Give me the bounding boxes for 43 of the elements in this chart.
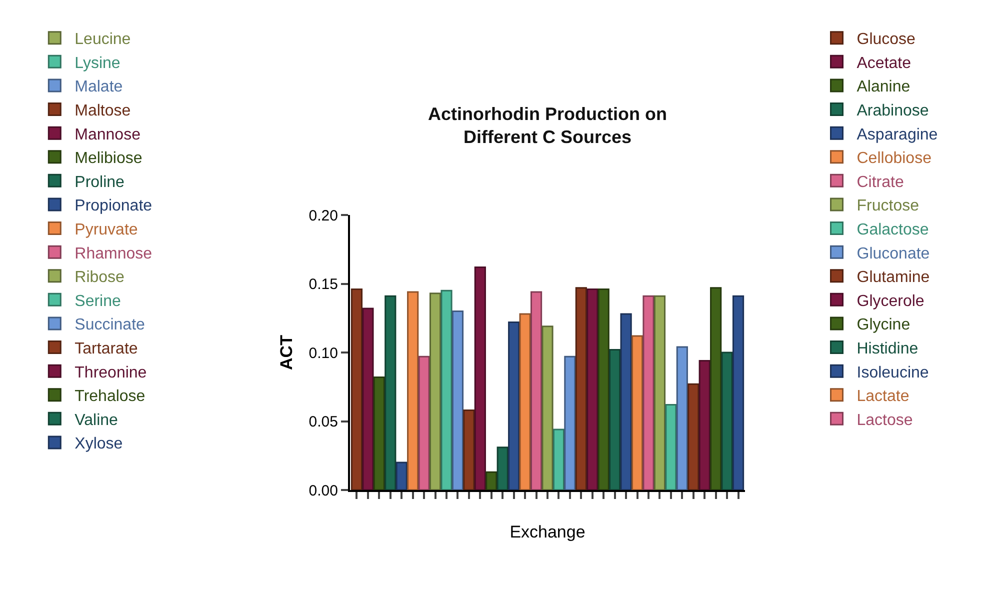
legend-label: Acetate [856,54,912,72]
y-axis-title: ACT [276,334,296,370]
legend-label: Serine [74,292,121,310]
y-tick-label: 0.15 [308,276,338,293]
legend-label: Histidine [856,340,918,358]
legend-label: Mannose [74,126,141,144]
legend-label: Glutamine [856,269,930,286]
legend-label: Threonine [74,364,147,382]
legend-label: Alanine [856,78,910,96]
legend-label: Glycerole [856,292,924,310]
legend-label: Rhamnose [74,245,152,262]
legend-label: Glycine [856,316,910,334]
legend-label: Pyruvate [74,222,138,239]
y-tick-label: 0.20 [308,207,338,224]
legend-label: Proline [74,174,125,191]
legend-label: Isoleucine [856,364,929,382]
legend-label: Maltose [74,102,131,120]
legend-label: Galactose [856,222,929,239]
chart-title: Actinorhodin Production on Different C Sources [428,104,667,148]
y-tick-label: 0.05 [308,414,338,430]
y-tick-label: 0.10 [308,344,338,362]
legend-label: Valine [74,412,118,429]
y-tick-label: 0.00 [308,482,338,500]
legend-label: Arabinose [856,102,929,120]
legend-label: Xylose [74,436,123,453]
legend-label: Lactate [856,388,910,406]
legend-label: Lactose [856,412,913,429]
legend-label: Leucine [74,31,131,48]
legend-label: Melibiose [74,150,142,168]
legend-label: Citrate [856,174,904,191]
x-axis-title: Exchange [510,522,586,542]
legend-label: Fructose [856,198,920,215]
legend-label: Lysine [74,54,120,72]
legend-label: Ribose [74,269,125,286]
legend-label: Propionate [74,198,152,215]
legend-label: Asparagine [856,126,938,144]
legend-label: Cellobiose [856,150,932,168]
legend-label: Trehalose [74,388,146,406]
legend-label: Malate [74,78,123,96]
legend-label: Gluconate [856,245,930,262]
legend-label: Succinate [74,316,146,334]
legend-label: Glucose [856,31,916,48]
legend-label: Tartarate [74,340,138,358]
